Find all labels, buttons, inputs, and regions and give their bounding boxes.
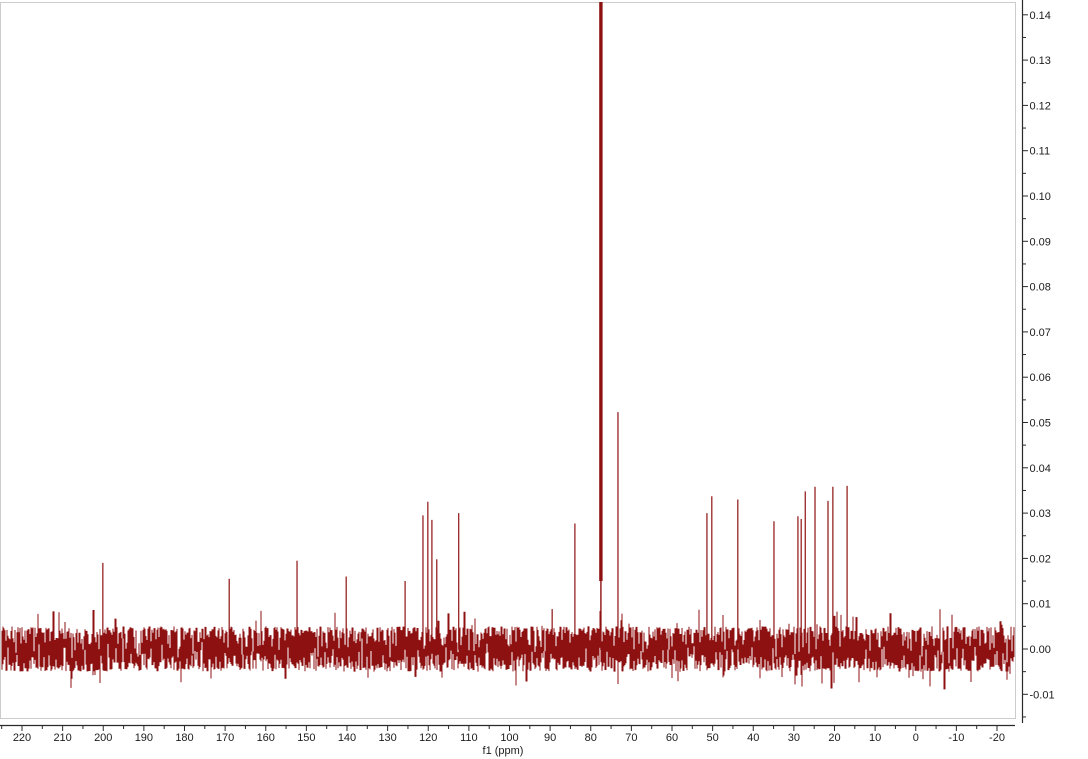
y-tick-label: 0.04	[1030, 463, 1051, 475]
plot-frame	[0, 2, 1016, 719]
x-tick-label: 170	[216, 732, 234, 744]
x-tick-label: 210	[53, 732, 71, 744]
y-tick-label: 0.08	[1030, 282, 1051, 294]
y-tick-label: 0.05	[1030, 418, 1051, 430]
y-tick-label: 0.01	[1030, 599, 1051, 611]
x-tick-label: 110	[460, 732, 478, 744]
x-axis-ticks: 220 210 200 190 180 170 160 150 140 130 120 110 100 9…	[1, 725, 1005, 744]
y-tick-label: 0.02	[1030, 553, 1051, 565]
noise-path	[1, 609, 1015, 690]
x-tick-label: 120	[419, 732, 437, 744]
y-tick-label: 0.09	[1030, 236, 1051, 248]
y-axis-ticks: 0.14 0.13 0.12 0.11 0.10 0.09 0.08 0.07 0.06 0.05…	[1022, 10, 1055, 718]
x-tick-label: 60	[666, 732, 678, 744]
noise-trace	[1, 609, 1015, 690]
x-tick-label: 190	[135, 732, 153, 744]
y-tick-label: 0.12	[1030, 100, 1051, 112]
x-tick-label: 20	[828, 732, 840, 744]
y-tick-label: 0.00	[1030, 644, 1051, 656]
y-tick-label: 0.07	[1030, 327, 1051, 339]
x-tick-label: 200	[94, 732, 112, 744]
y-tick-label: 0.13	[1030, 55, 1051, 67]
y-tick-label: 0.10	[1030, 191, 1051, 203]
x-tick-label: 180	[175, 732, 193, 744]
x-tick-label: 160	[257, 732, 275, 744]
x-tick-label: 100	[500, 732, 518, 744]
x-tick-label: 80	[585, 732, 597, 744]
x-tick-label: 30	[788, 732, 800, 744]
x-tick-label: 140	[338, 732, 356, 744]
y-tick-label: 0.06	[1030, 372, 1051, 384]
x-tick-label: 220	[13, 732, 31, 744]
x-tick-label: 40	[747, 732, 759, 744]
x-tick-label: 10	[869, 732, 881, 744]
x-tick-label: 50	[707, 732, 719, 744]
x-axis: 220 210 200 190 180 170 160 150 140 130 120 110 100 9…	[0, 724, 1015, 757]
x-axis-title: f1 (ppm)	[483, 745, 524, 757]
x-tick-label: -10	[948, 732, 964, 744]
y-tick-label: -0.01	[1030, 689, 1055, 701]
x-tick-label: 0	[913, 732, 919, 744]
y-tick-label: 0.03	[1030, 508, 1051, 520]
x-tick-label: 70	[625, 732, 637, 744]
x-tick-label: -20	[989, 732, 1005, 744]
peak-lines	[102, 2, 848, 650]
x-tick-label: 90	[544, 732, 556, 744]
y-axis: 0.14 0.13 0.12 0.11 0.10 0.09 0.08 0.07 0.06 0.05…	[1021, 0, 1055, 723]
x-tick-label: 130	[378, 732, 396, 744]
x-tick-label: 150	[297, 732, 315, 744]
y-tick-label: 0.14	[1030, 10, 1051, 22]
y-tick-label: 0.11	[1030, 146, 1051, 158]
